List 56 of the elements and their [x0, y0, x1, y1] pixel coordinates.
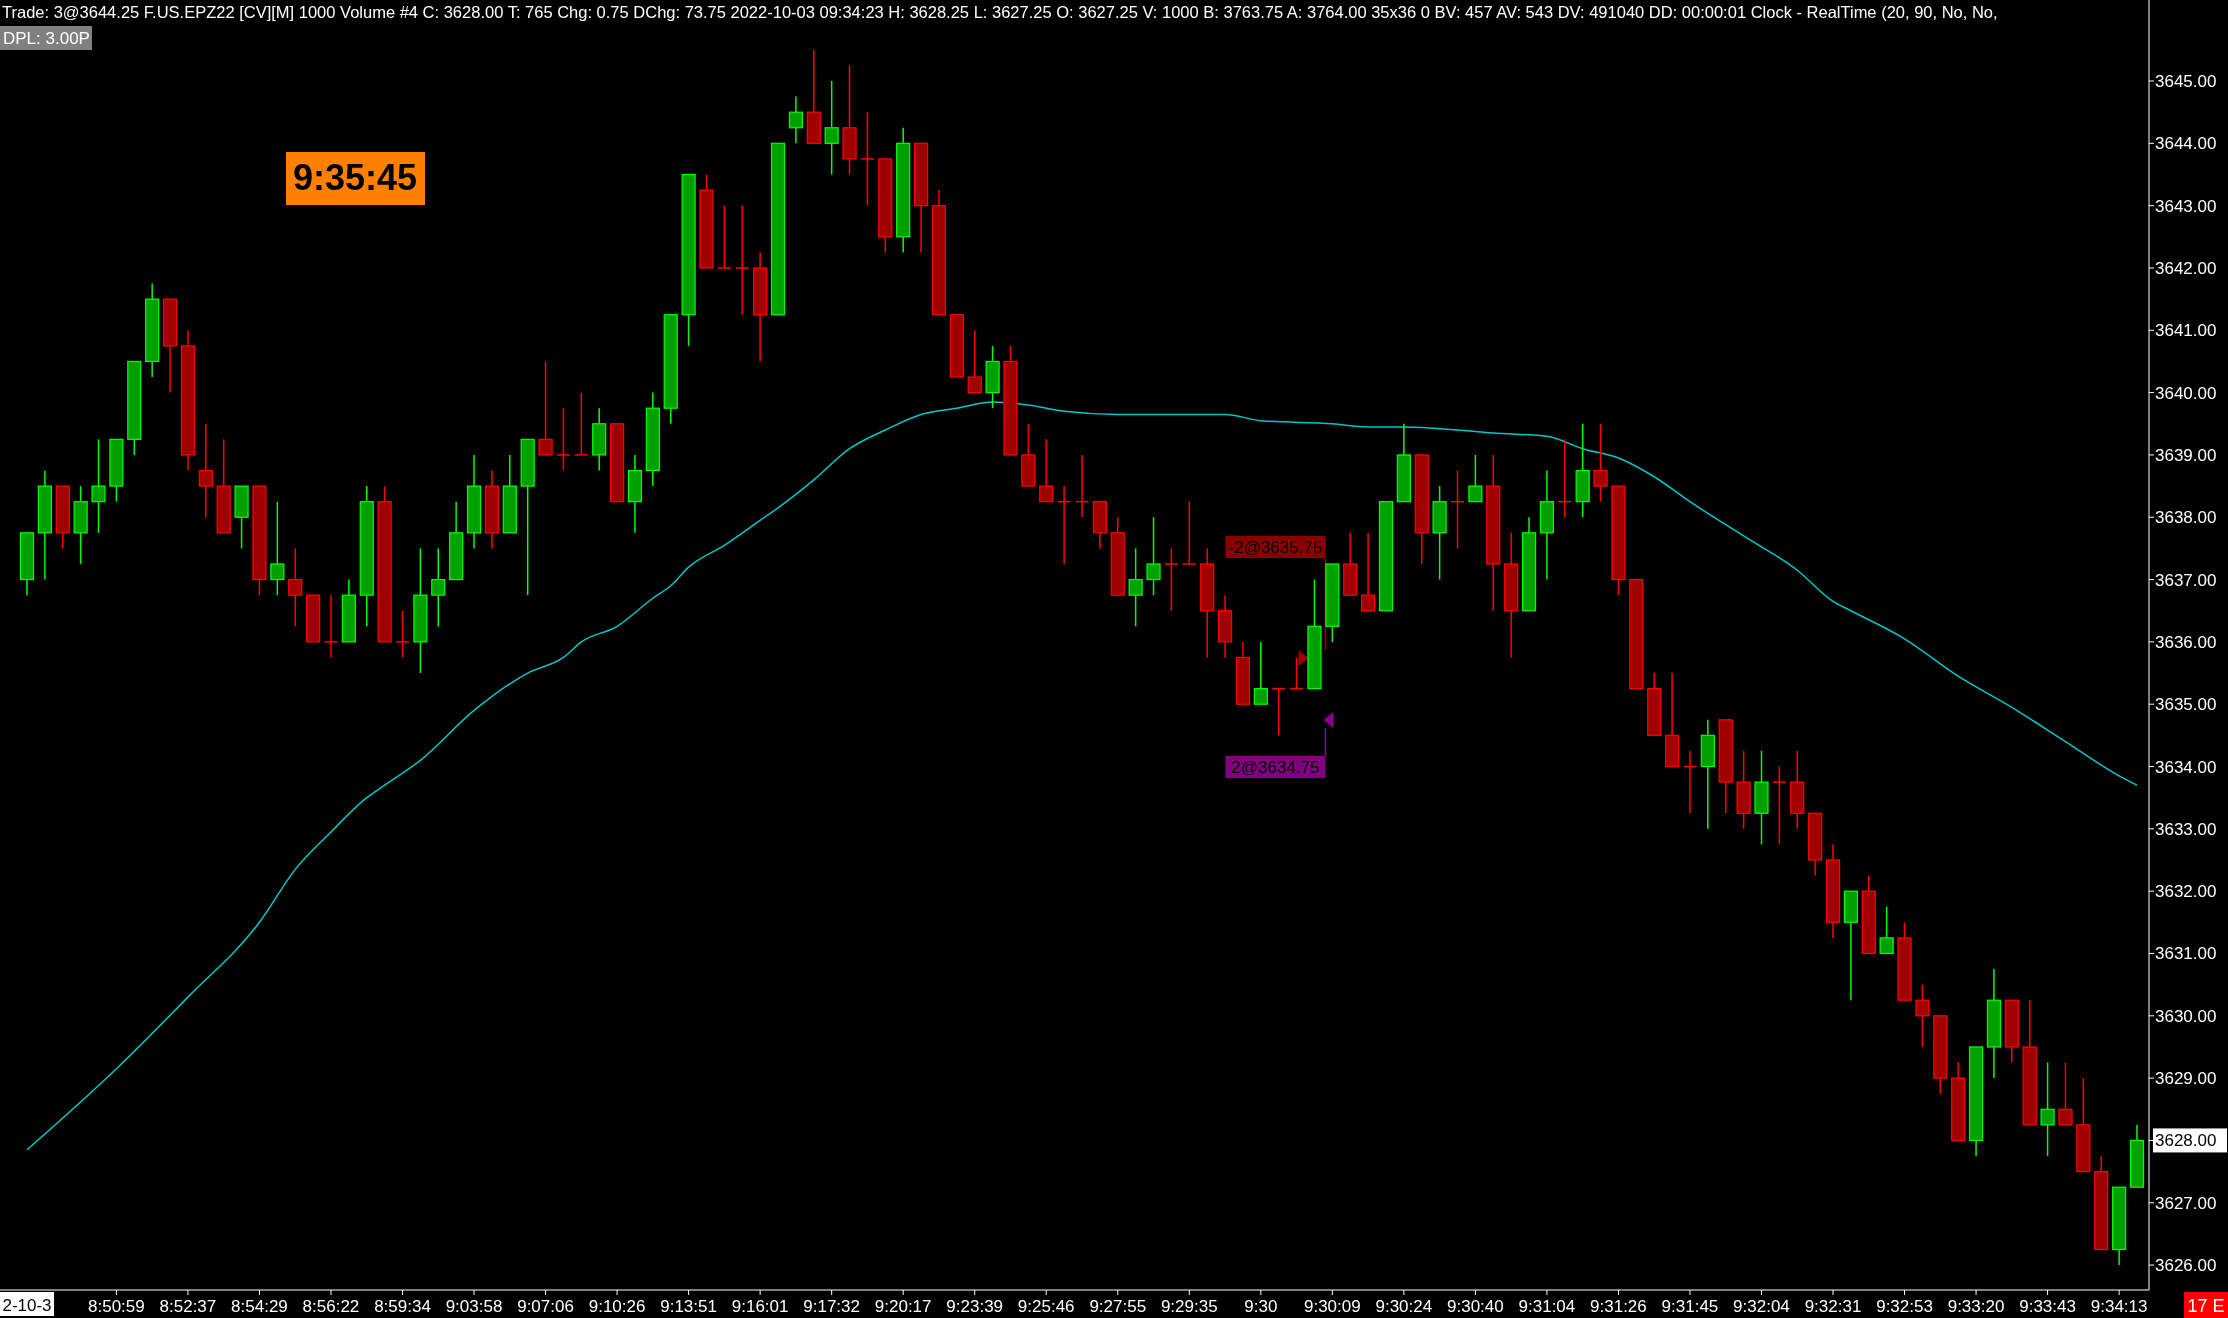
y-tick-label: 3637.00 [2155, 570, 2217, 590]
y-tick-label: 3635.00 [2155, 695, 2217, 715]
y-tick-label: 3628.00 [2155, 1131, 2217, 1151]
y-tick-label: 3627.00 [2155, 1193, 2217, 1213]
x-tick-label: 8:59:34 [374, 1297, 431, 1316]
x-tick-label: 9:07:06 [517, 1297, 574, 1316]
chart-title: Trade: 3@3644.25 F.US.EPZ22 [CV][M] 1000 Volume #4 C: 3628.00 T: 765 Chg: 0.75 DChg: 73.75 2022-10-03 09:34:23 H: 3628.25 L: 3627.25 O: 3627.25 V: 1000 B: 3763.75 A: 3764.00 35x36 0 BV: 457 AV: 543 DV: 491040 DD: 00:00:01 Clock - RealTime (20, 90, No, No, [2, 3, 1998, 21]
y-tick-label: 3636.00 [2155, 632, 2217, 652]
x-tick-label: 9:29:35 [1160, 1297, 1218, 1316]
y-tick-label: 3634.00 [2155, 757, 2217, 777]
x-tick-label: 9:32:53 [1876, 1297, 1933, 1316]
y-tick-label: 3630.00 [2155, 1006, 2217, 1026]
y-tick-label: 3626.00 [2155, 1256, 2217, 1276]
x-tick-label: 9:33:20 [1947, 1297, 2005, 1316]
annotation: -2@3635.75 [1228, 538, 1323, 557]
x-tick-label: 8:52:37 [159, 1297, 217, 1316]
annotation: 9:35:45 [292, 157, 418, 198]
y-tick-label: 3644.00 [2155, 134, 2217, 154]
x-tick-label: 8:56:22 [302, 1297, 360, 1316]
x-tick-label: 9:25:46 [1017, 1297, 1075, 1316]
x-tick-label: 9:33:43 [2019, 1297, 2076, 1316]
annotation: 2@3634.75 [1231, 758, 1320, 777]
x-tick-label: 9:03:58 [445, 1297, 503, 1316]
y-tick-label: 3638.00 [2155, 508, 2217, 528]
x-tick-label: 9:17:32 [803, 1297, 861, 1316]
x-tick-label: 9:27:55 [1089, 1297, 1147, 1316]
x-tick-label: 9:13:51 [660, 1297, 717, 1316]
y-tick-label: 3632.00 [2155, 882, 2217, 902]
x-tick-label: 9:31:04 [1518, 1297, 1576, 1316]
x-tick-label: 9:31:45 [1661, 1297, 1719, 1316]
y-tick-label: 3633.00 [2155, 819, 2217, 839]
x-tick-label: 2-10-3 [2, 1296, 52, 1315]
x-tick-label: 9:16:01 [731, 1297, 789, 1316]
x-tick-label: 9:10:26 [588, 1297, 646, 1316]
x-tick-label: 8:54:29 [231, 1297, 288, 1316]
y-tick-label: 3631.00 [2155, 944, 2217, 964]
y-tick-label: 3640.00 [2155, 383, 2217, 403]
x-tick-label: 9:32:04 [1733, 1297, 1790, 1316]
y-tick-label: 3641.00 [2155, 321, 2217, 341]
x-tick-label: 9:20:17 [874, 1297, 932, 1316]
y-tick-label: 3643.00 [2155, 196, 2217, 216]
y-tick-label: 3639.00 [2155, 445, 2217, 465]
x-tick-label: 9:31:26 [1590, 1297, 1647, 1316]
y-tick-label: 3645.00 [2155, 72, 2217, 92]
text: 17 E [2187, 1296, 2225, 1316]
y-tick-label: 3642.00 [2155, 258, 2217, 278]
x-tick-label: 9:32:31 [1804, 1297, 1862, 1316]
x-tick-label: 9:30:40 [1447, 1297, 1504, 1316]
x-tick-label: 9:30:09 [1303, 1297, 1361, 1316]
x-tick-label: 9:30 [1244, 1297, 1278, 1316]
x-tick-label: 9:23:39 [946, 1297, 1004, 1316]
x-tick-label: 9:34:13 [2090, 1297, 2148, 1316]
y-tick-label: 3629.00 [2155, 1069, 2217, 1089]
x-tick-label: 8:50:59 [88, 1297, 145, 1316]
text: DPL: 3.00P [3, 29, 90, 48]
x-tick-label: 9:30:24 [1375, 1297, 1433, 1316]
